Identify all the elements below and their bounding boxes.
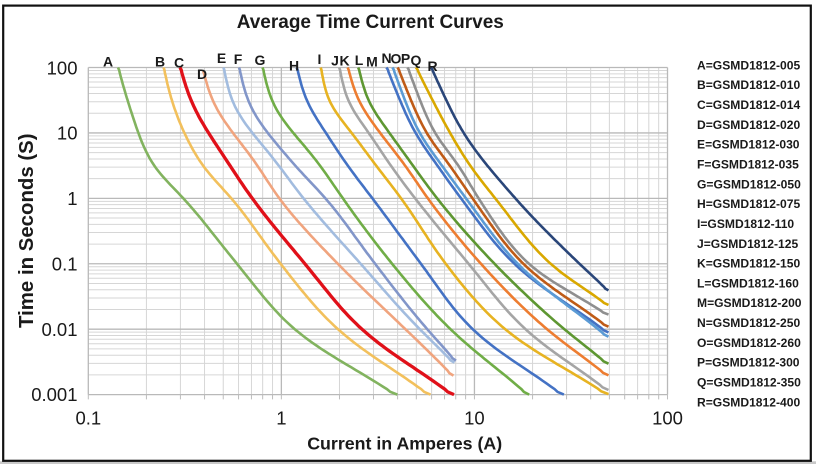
svg-text:E=GSMD1812-030: E=GSMD1812-030	[697, 138, 800, 152]
svg-text:100: 100	[652, 407, 683, 428]
svg-text:B=GSMD1812-010: B=GSMD1812-010	[697, 78, 800, 92]
svg-text:H=GSMD1812-075: H=GSMD1812-075	[697, 197, 800, 211]
svg-text:L: L	[355, 52, 364, 68]
svg-text:A: A	[103, 54, 113, 70]
svg-text:10: 10	[464, 407, 485, 428]
svg-text:R: R	[427, 58, 437, 74]
svg-text:L=GSMD1812-160: L=GSMD1812-160	[697, 276, 799, 290]
svg-text:C: C	[174, 55, 184, 71]
svg-text:0.001: 0.001	[31, 384, 77, 405]
svg-text:N=GSMD1812-250: N=GSMD1812-250	[697, 316, 800, 330]
svg-text:1: 1	[276, 407, 286, 428]
svg-text:G: G	[255, 52, 266, 68]
svg-text:O: O	[391, 51, 402, 67]
svg-text:E: E	[217, 50, 226, 66]
svg-text:O=GSMD1812-260: O=GSMD1812-260	[697, 336, 801, 350]
svg-text:B: B	[155, 54, 165, 70]
svg-text:A=GSMD1812-005: A=GSMD1812-005	[697, 58, 800, 72]
svg-text:K=GSMD1812-150: K=GSMD1812-150	[697, 257, 800, 271]
svg-text:10: 10	[57, 123, 78, 144]
svg-text:Time in Seconds (S): Time in Seconds (S)	[16, 133, 38, 328]
svg-text:N: N	[381, 50, 391, 66]
svg-text:0.1: 0.1	[52, 253, 78, 274]
svg-text:J: J	[331, 53, 339, 69]
svg-text:P: P	[401, 51, 410, 67]
svg-text:D: D	[197, 66, 207, 82]
svg-text:Average Time Current Curves: Average Time Current Curves	[237, 12, 504, 33]
svg-text:100: 100	[47, 58, 78, 79]
svg-text:1: 1	[67, 188, 77, 209]
svg-text:M: M	[366, 54, 378, 70]
svg-text:K: K	[339, 53, 349, 69]
svg-text:J=GSMD1812-125: J=GSMD1812-125	[697, 237, 798, 251]
svg-text:Q=GSMD1812-350: Q=GSMD1812-350	[697, 376, 801, 390]
svg-text:R=GSMD1812-400: R=GSMD1812-400	[697, 395, 800, 409]
svg-text:F=GSMD1812-035: F=GSMD1812-035	[697, 158, 799, 172]
svg-text:G=GSMD1812-050: G=GSMD1812-050	[697, 177, 801, 191]
svg-text:P=GSMD1812-300: P=GSMD1812-300	[697, 356, 800, 370]
svg-text:I=GSMD1812-110: I=GSMD1812-110	[697, 217, 794, 231]
svg-text:I: I	[318, 51, 322, 67]
svg-text:M=GSMD1812-200: M=GSMD1812-200	[697, 296, 802, 310]
svg-text:F: F	[234, 51, 243, 67]
svg-text:Current in Amperes (A): Current in Amperes (A)	[307, 434, 502, 454]
svg-text:Q: Q	[411, 52, 422, 68]
svg-text:H: H	[289, 58, 299, 74]
svg-text:0.01: 0.01	[41, 319, 77, 340]
svg-text:C=GSMD1812-014: C=GSMD1812-014	[697, 98, 800, 112]
svg-text:D=GSMD1812-020: D=GSMD1812-020	[697, 118, 800, 132]
svg-text:0.1: 0.1	[75, 407, 101, 428]
